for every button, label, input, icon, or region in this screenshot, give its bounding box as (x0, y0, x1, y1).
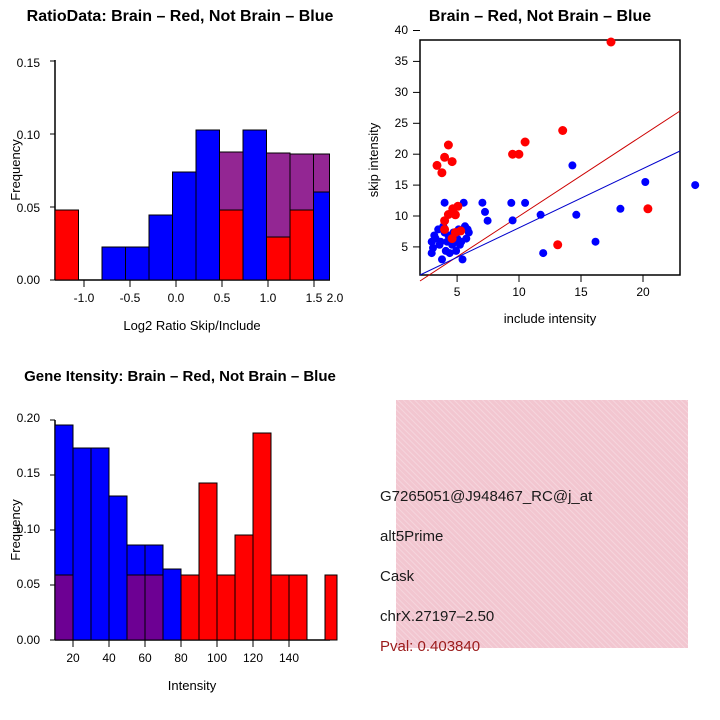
svg-text:1.5: 1.5 (306, 291, 323, 305)
svg-text:10: 10 (395, 209, 409, 223)
svg-text:0.05: 0.05 (17, 577, 41, 591)
info-alt-prime: alt5Prime (380, 528, 443, 545)
scatter-ylabel: skip intensity (366, 122, 381, 197)
info-pvalue: Pval: 0.403840 (380, 638, 480, 655)
intensity-histogram-xlabel: Intensity (168, 678, 217, 693)
svg-text:100: 100 (207, 651, 227, 665)
svg-text:20: 20 (636, 285, 650, 299)
x-tick-label-extra: 2.0 (327, 291, 344, 305)
svg-text:80: 80 (174, 651, 188, 665)
svg-text:20: 20 (395, 147, 409, 161)
svg-text:0.15: 0.15 (17, 56, 41, 70)
ratio-histogram-ylabel: Frequency (8, 139, 23, 201)
x-tick-marks (84, 280, 314, 287)
svg-text:0.05: 0.05 (17, 201, 41, 215)
svg-text:5: 5 (454, 285, 461, 299)
x-tick-labels2: 20 40 60 80 100 120 140 (66, 651, 299, 665)
x-tick-labels: -1.0 -0.5 0.0 0.5 1.0 1.5 (74, 291, 323, 305)
svg-text:-0.5: -0.5 (120, 291, 141, 305)
scatter-y-ticks: 5 10 15 20 25 30 35 40 (395, 23, 420, 254)
svg-text:60: 60 (138, 651, 152, 665)
svg-text:10: 10 (512, 285, 526, 299)
intensity-histogram-bars (55, 425, 337, 640)
svg-text:0.20: 0.20 (17, 411, 41, 425)
scatter-xlabel: include intensity (504, 311, 597, 326)
intensity-histogram-panel: Gene Itensity: Brain – Red, Not Brain – … (0, 360, 360, 720)
svg-text:5: 5 (401, 240, 408, 254)
ratio-histogram-panel: RatioData: Brain – Red, Not Brain – Blue… (0, 0, 360, 360)
svg-text:140: 140 (279, 651, 299, 665)
svg-text:0.00: 0.00 (17, 633, 41, 647)
svg-text:40: 40 (395, 23, 409, 37)
svg-text:30: 30 (395, 85, 409, 99)
intensity-histogram-svg: 0.00 0.05 0.10 0.15 0.20 (0, 360, 360, 720)
intensity-histogram-ylabel: Frequency (8, 499, 23, 561)
svg-text:25: 25 (395, 116, 409, 130)
svg-text:15: 15 (395, 178, 409, 192)
info-chr-location: chrX.27197–2.50 (380, 608, 494, 625)
svg-text:0.00: 0.00 (17, 273, 41, 287)
ratio-histogram-xlabel: Log2 Ratio Skip/Include (123, 318, 260, 333)
ratio-histogram-bars (55, 130, 330, 280)
x-tick-marks2 (73, 640, 289, 647)
svg-text:15: 15 (574, 285, 588, 299)
svg-text:1.0: 1.0 (260, 291, 277, 305)
svg-text:0.15: 0.15 (17, 466, 41, 480)
info-gene-id: G7265051@J948467_RC@j_at (380, 488, 592, 505)
scatter-x-ticks: 5 10 15 20 (454, 275, 650, 299)
svg-text:-1.0: -1.0 (74, 291, 95, 305)
svg-text:40: 40 (102, 651, 116, 665)
info-gene-name: Cask (380, 568, 414, 585)
svg-text:0.5: 0.5 (214, 291, 231, 305)
scatter-panel: Brain – Red, Not Brain – Blue 5 10 15 20… (360, 0, 720, 360)
svg-text:0.0: 0.0 (168, 291, 185, 305)
svg-text:120: 120 (243, 651, 263, 665)
svg-text:35: 35 (395, 54, 409, 68)
ratio-histogram-svg: 0.00 0.05 0.10 0.15 (0, 0, 360, 360)
scatter-svg: 5 10 15 20 25 30 35 40 5 10 15 20 (360, 0, 720, 360)
info-panel: G7265051@J948467_RC@j_at alt5Prime Cask … (360, 360, 720, 720)
red-fit-line (420, 111, 680, 281)
svg-text:20: 20 (66, 651, 80, 665)
